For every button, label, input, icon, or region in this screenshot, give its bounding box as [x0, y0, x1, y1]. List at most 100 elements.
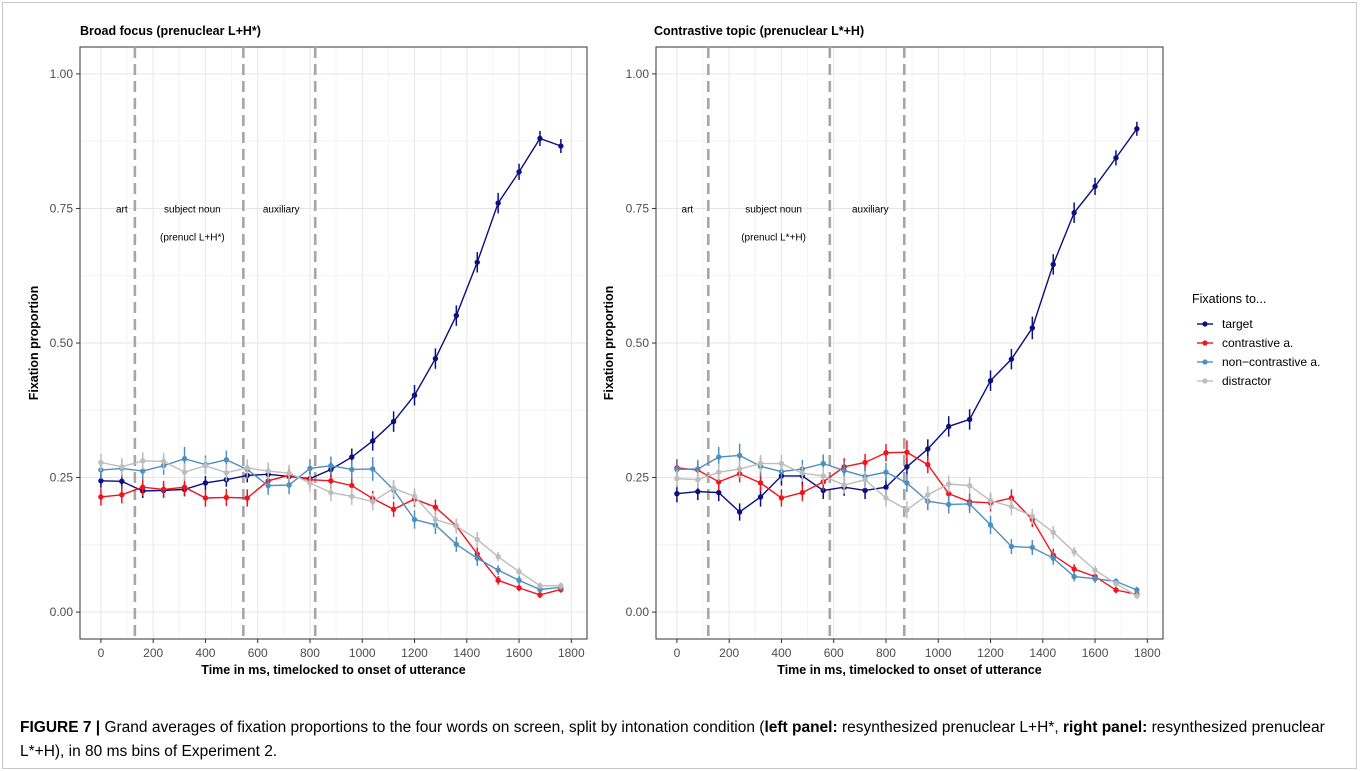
x-tick-label: 1800	[558, 646, 585, 660]
data-point-target	[1071, 210, 1077, 216]
data-point-noncontrastive	[987, 522, 994, 528]
panel-contrastive-topic: Contrastive topic (prenuclear L*+H) 0 200 4…	[602, 24, 1164, 677]
data-point-target	[1008, 356, 1015, 362]
x-tick-label: 600	[824, 646, 844, 660]
data-point-target	[495, 200, 501, 206]
data-point-distractor	[695, 476, 701, 483]
series-noncontrastive	[674, 443, 1140, 594]
y-tick-label: 0.75	[626, 201, 650, 215]
data-point-target	[904, 464, 910, 470]
data-point-contrastive	[140, 484, 146, 490]
data-point-contrastive	[799, 489, 806, 496]
series-noncontrastive	[98, 446, 564, 593]
data-point-contrastive	[223, 494, 230, 501]
data-point-noncontrastive	[904, 480, 910, 486]
data-point-noncontrastive	[1092, 576, 1098, 582]
x-tick-label: 1400	[453, 646, 480, 660]
data-point-noncontrastive	[140, 468, 146, 474]
region-label: auxiliary	[852, 204, 889, 215]
data-point-target	[716, 489, 722, 496]
x-tick-label: 1200	[977, 646, 1004, 660]
y-tick-label: 0.50	[50, 336, 74, 350]
data-point-distractor	[160, 458, 167, 465]
data-point-target	[925, 446, 931, 452]
series-target	[98, 130, 564, 498]
data-point-distractor	[946, 481, 952, 487]
data-point-target	[1029, 325, 1036, 331]
data-point-noncontrastive	[265, 482, 271, 489]
data-point-contrastive	[778, 495, 785, 501]
y-tick-label: 0.25	[626, 471, 650, 485]
data-point-distractor	[799, 470, 806, 476]
data-point-contrastive	[202, 495, 209, 501]
data-point-noncontrastive	[307, 465, 313, 472]
legend-title: Fixations to...	[1192, 292, 1266, 306]
data-point-distractor	[925, 492, 931, 498]
x-tick-label: 1800	[1134, 646, 1161, 660]
data-point-target	[202, 480, 209, 486]
data-point-distractor	[181, 469, 188, 475]
series-line-target	[100, 137, 562, 492]
y-tick-label: 0.50	[626, 336, 650, 350]
data-point-distractor	[820, 473, 826, 479]
caption-bold-right: right panel:	[1062, 719, 1148, 736]
data-point-distractor	[390, 485, 397, 492]
data-point-contrastive	[181, 484, 188, 490]
data-point-distractor	[883, 495, 889, 501]
data-point-target	[432, 355, 439, 362]
y-tick-label: 0.00	[50, 605, 74, 619]
data-point-noncontrastive	[286, 482, 292, 488]
region-label: auxiliary	[263, 204, 300, 215]
data-point-distractor	[987, 497, 994, 504]
data-point-target	[516, 169, 522, 175]
panel-title: Broad focus (prenuclear L+H*)	[80, 24, 261, 38]
x-tick-label: 0	[98, 646, 105, 660]
data-point-distractor	[904, 507, 910, 513]
x-tick-label: 1200	[401, 646, 428, 660]
data-point-contrastive	[862, 459, 868, 466]
data-point-distractor	[495, 553, 501, 560]
x-tick-label: 200	[719, 646, 739, 660]
data-point-target	[558, 143, 564, 149]
data-point-noncontrastive	[736, 452, 743, 459]
data-point-distractor	[1092, 567, 1098, 573]
data-point-target	[695, 488, 701, 495]
data-point-contrastive	[390, 506, 397, 512]
data-point-noncontrastive	[349, 466, 355, 473]
y-tick-label: 0.25	[50, 471, 74, 485]
data-point-noncontrastive	[716, 454, 722, 460]
x-tick-label: 1400	[1029, 646, 1056, 660]
data-point-noncontrastive	[181, 456, 188, 462]
data-point-contrastive	[925, 461, 931, 468]
region-label: (prenucl L*+H)	[741, 232, 806, 243]
data-point-target	[987, 377, 994, 384]
data-point-distractor	[841, 482, 847, 488]
data-point-distractor	[432, 516, 439, 523]
y-tick-label: 1.00	[626, 67, 650, 81]
data-point-distractor	[966, 482, 973, 489]
data-point-target	[966, 416, 973, 423]
data-point-contrastive	[537, 592, 543, 598]
data-point-target	[1134, 126, 1140, 132]
data-point-target	[674, 490, 680, 497]
data-point-noncontrastive	[1029, 544, 1036, 551]
data-point-distractor	[328, 489, 334, 496]
legend-label-distractor: distractor	[1222, 374, 1271, 388]
figure-caption: FIGURE 7 | Grand averages of fixation pr…	[20, 716, 1340, 764]
data-point-noncontrastive	[1050, 555, 1056, 561]
data-point-distractor	[119, 464, 125, 470]
data-point-noncontrastive	[453, 541, 460, 547]
data-point-distractor	[1029, 513, 1036, 519]
data-point-contrastive	[516, 585, 522, 591]
data-point-distractor	[736, 466, 743, 472]
data-point-target	[862, 487, 868, 494]
data-point-noncontrastive	[495, 567, 501, 573]
data-point-contrastive	[244, 495, 250, 501]
data-point-distractor	[716, 469, 722, 475]
data-point-noncontrastive	[841, 467, 847, 474]
caption-text-2: resynthesized prenuclear L+H*,	[837, 719, 1063, 736]
data-point-target	[411, 392, 418, 398]
data-point-distractor	[202, 463, 209, 469]
data-point-distractor	[1050, 529, 1056, 536]
x-tick-label: 1600	[1082, 646, 1109, 660]
